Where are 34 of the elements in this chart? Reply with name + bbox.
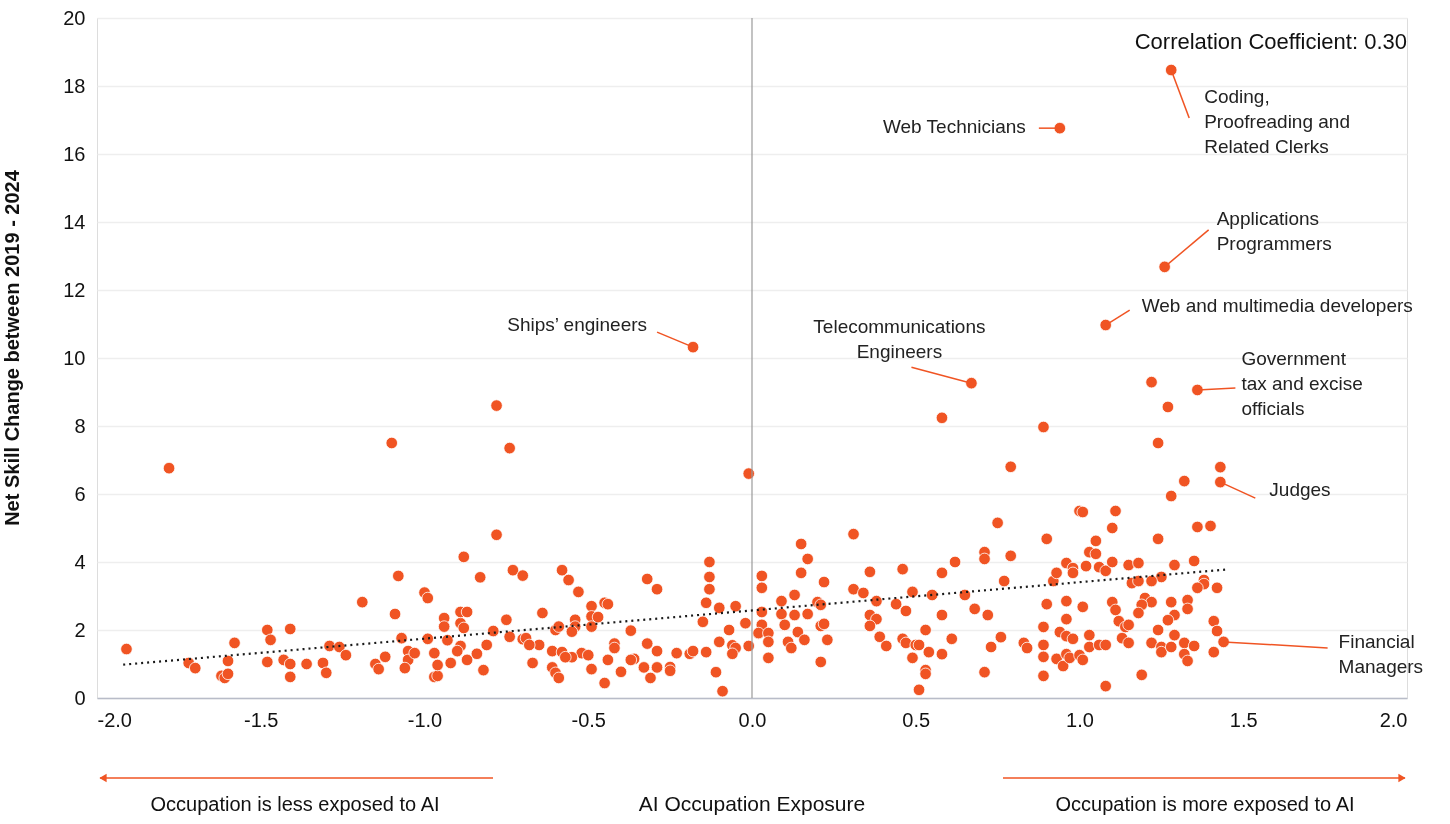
annotation: Coding, Proofreading and Related Clerks [1204,86,1350,158]
y-tick-label: 8 [74,414,86,437]
annotation: Government tax and excise officials [1241,347,1363,419]
annotation: Correlation Coefficient: 0.30 [1134,29,1407,54]
x-axis-title: AI Occupation Exposure [638,792,866,815]
annotation: Telecommunications Engineers [813,316,986,363]
x-tick-label: 0.0 [738,708,767,731]
annotation: Financial Managers [1338,630,1424,677]
y-tick-label: 14 [63,210,86,233]
x-tick-label: 0.5 [902,708,931,731]
y-tick-label: 20 [63,6,86,29]
annotation: Judges [1269,479,1331,501]
annotation: Ships’ engineers [507,314,648,336]
text: Occupation is more exposed to AI [1055,793,1355,815]
y-axis-title: Net Skill Change between 2019 - 2024 [1,169,23,526]
x-tick-label: -1.5 [244,708,279,731]
y-tick-label: 6 [74,482,86,505]
y-tick-label: 12 [63,278,86,301]
y-tick-label: 10 [63,346,86,369]
x-tick-label: 1.5 [1229,708,1258,731]
annotation: Web Technicians [882,116,1026,138]
y-tick-label: 4 [74,550,86,573]
x-tick-label: -0.5 [571,708,606,731]
y-tick-label: 2 [74,618,86,641]
annotation: Web and multimedia developers [1141,295,1413,317]
x-tick-label: 2.0 [1379,708,1408,731]
x-tick-label: -1.0 [407,708,443,731]
x-tick-label: 1.0 [1066,708,1094,731]
annotation: Applications Programmers [1216,207,1332,254]
text: Occupation is less exposed to AI [150,793,440,815]
y-tick-label: 16 [63,142,86,165]
y-tick-label: 0 [74,686,86,709]
y-tick-label: 18 [63,74,86,97]
x-tick-label: -2.0 [97,708,132,731]
